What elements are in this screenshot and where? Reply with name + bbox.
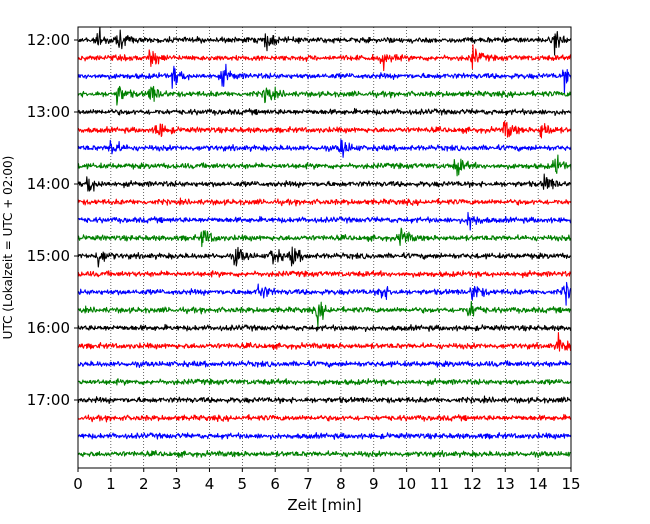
- y-tick-label-1500: 15:00: [27, 247, 70, 265]
- trace-1300: [78, 108, 571, 115]
- x-tick-label-0: 0: [73, 475, 83, 493]
- x-tick-label-9: 9: [369, 475, 379, 493]
- y-axis-label: UTC (Lokalzeit = UTC + 02:00): [1, 156, 15, 340]
- trace-1430: [78, 212, 571, 230]
- trace-1615: [78, 333, 571, 352]
- y-tick-label-1300: 13:00: [27, 103, 70, 121]
- x-tick-label-4: 4: [205, 475, 215, 493]
- trace-1600: [78, 324, 571, 331]
- x-tick-label-11: 11: [430, 475, 449, 493]
- x-tick-label-12: 12: [463, 475, 482, 493]
- trace-1400: [78, 174, 571, 191]
- trace-1715: [78, 414, 571, 422]
- trace-1645: [78, 379, 571, 386]
- x-axis: 0 1 2 3 4 5 6 7 8 9 10 11 12 13 14 15: [73, 468, 580, 493]
- trace-1515: [78, 271, 571, 278]
- trace-1745: [78, 451, 571, 458]
- x-tick-label-7: 7: [303, 475, 313, 493]
- x-tick-label-6: 6: [270, 475, 280, 493]
- x-tick-label-1: 1: [106, 475, 116, 493]
- trace-1415: [78, 198, 571, 206]
- trace-1245: [78, 86, 571, 105]
- x-tick-label-14: 14: [529, 475, 548, 493]
- x-tick-label-8: 8: [336, 475, 346, 493]
- y-tick-label-1700: 17:00: [27, 391, 70, 409]
- trace-layer: [78, 27, 571, 458]
- trace-1545: [78, 301, 571, 327]
- x-tick-label-15: 15: [561, 475, 580, 493]
- trace-1700: [78, 396, 571, 403]
- x-tick-label-10: 10: [397, 475, 416, 493]
- x-tick-label-2: 2: [139, 475, 149, 493]
- y-tick-label-1400: 14:00: [27, 175, 70, 193]
- trace-1200: [78, 27, 571, 55]
- y-tick-label-1200: 12:00: [27, 31, 70, 49]
- y-tick-label-1600: 16:00: [27, 319, 70, 337]
- trace-1730: [78, 433, 571, 440]
- trace-1315: [78, 121, 571, 138]
- trace-1445: [78, 228, 571, 246]
- y-axis: 12:00 13:00 14:00 15:00 16:00 17:00: [27, 31, 78, 409]
- trace-1530: [78, 282, 571, 305]
- x-axis-label: Zeit [min]: [287, 496, 361, 514]
- x-tick-label-3: 3: [172, 475, 182, 493]
- x-tick-label-5: 5: [238, 475, 248, 493]
- trace-1630: [78, 361, 571, 368]
- trace-1345: [78, 155, 571, 176]
- x-tick-label-13: 13: [496, 475, 515, 493]
- trace-1330: [78, 140, 571, 158]
- trace-1500: [78, 247, 571, 267]
- trace-1215: [78, 45, 571, 71]
